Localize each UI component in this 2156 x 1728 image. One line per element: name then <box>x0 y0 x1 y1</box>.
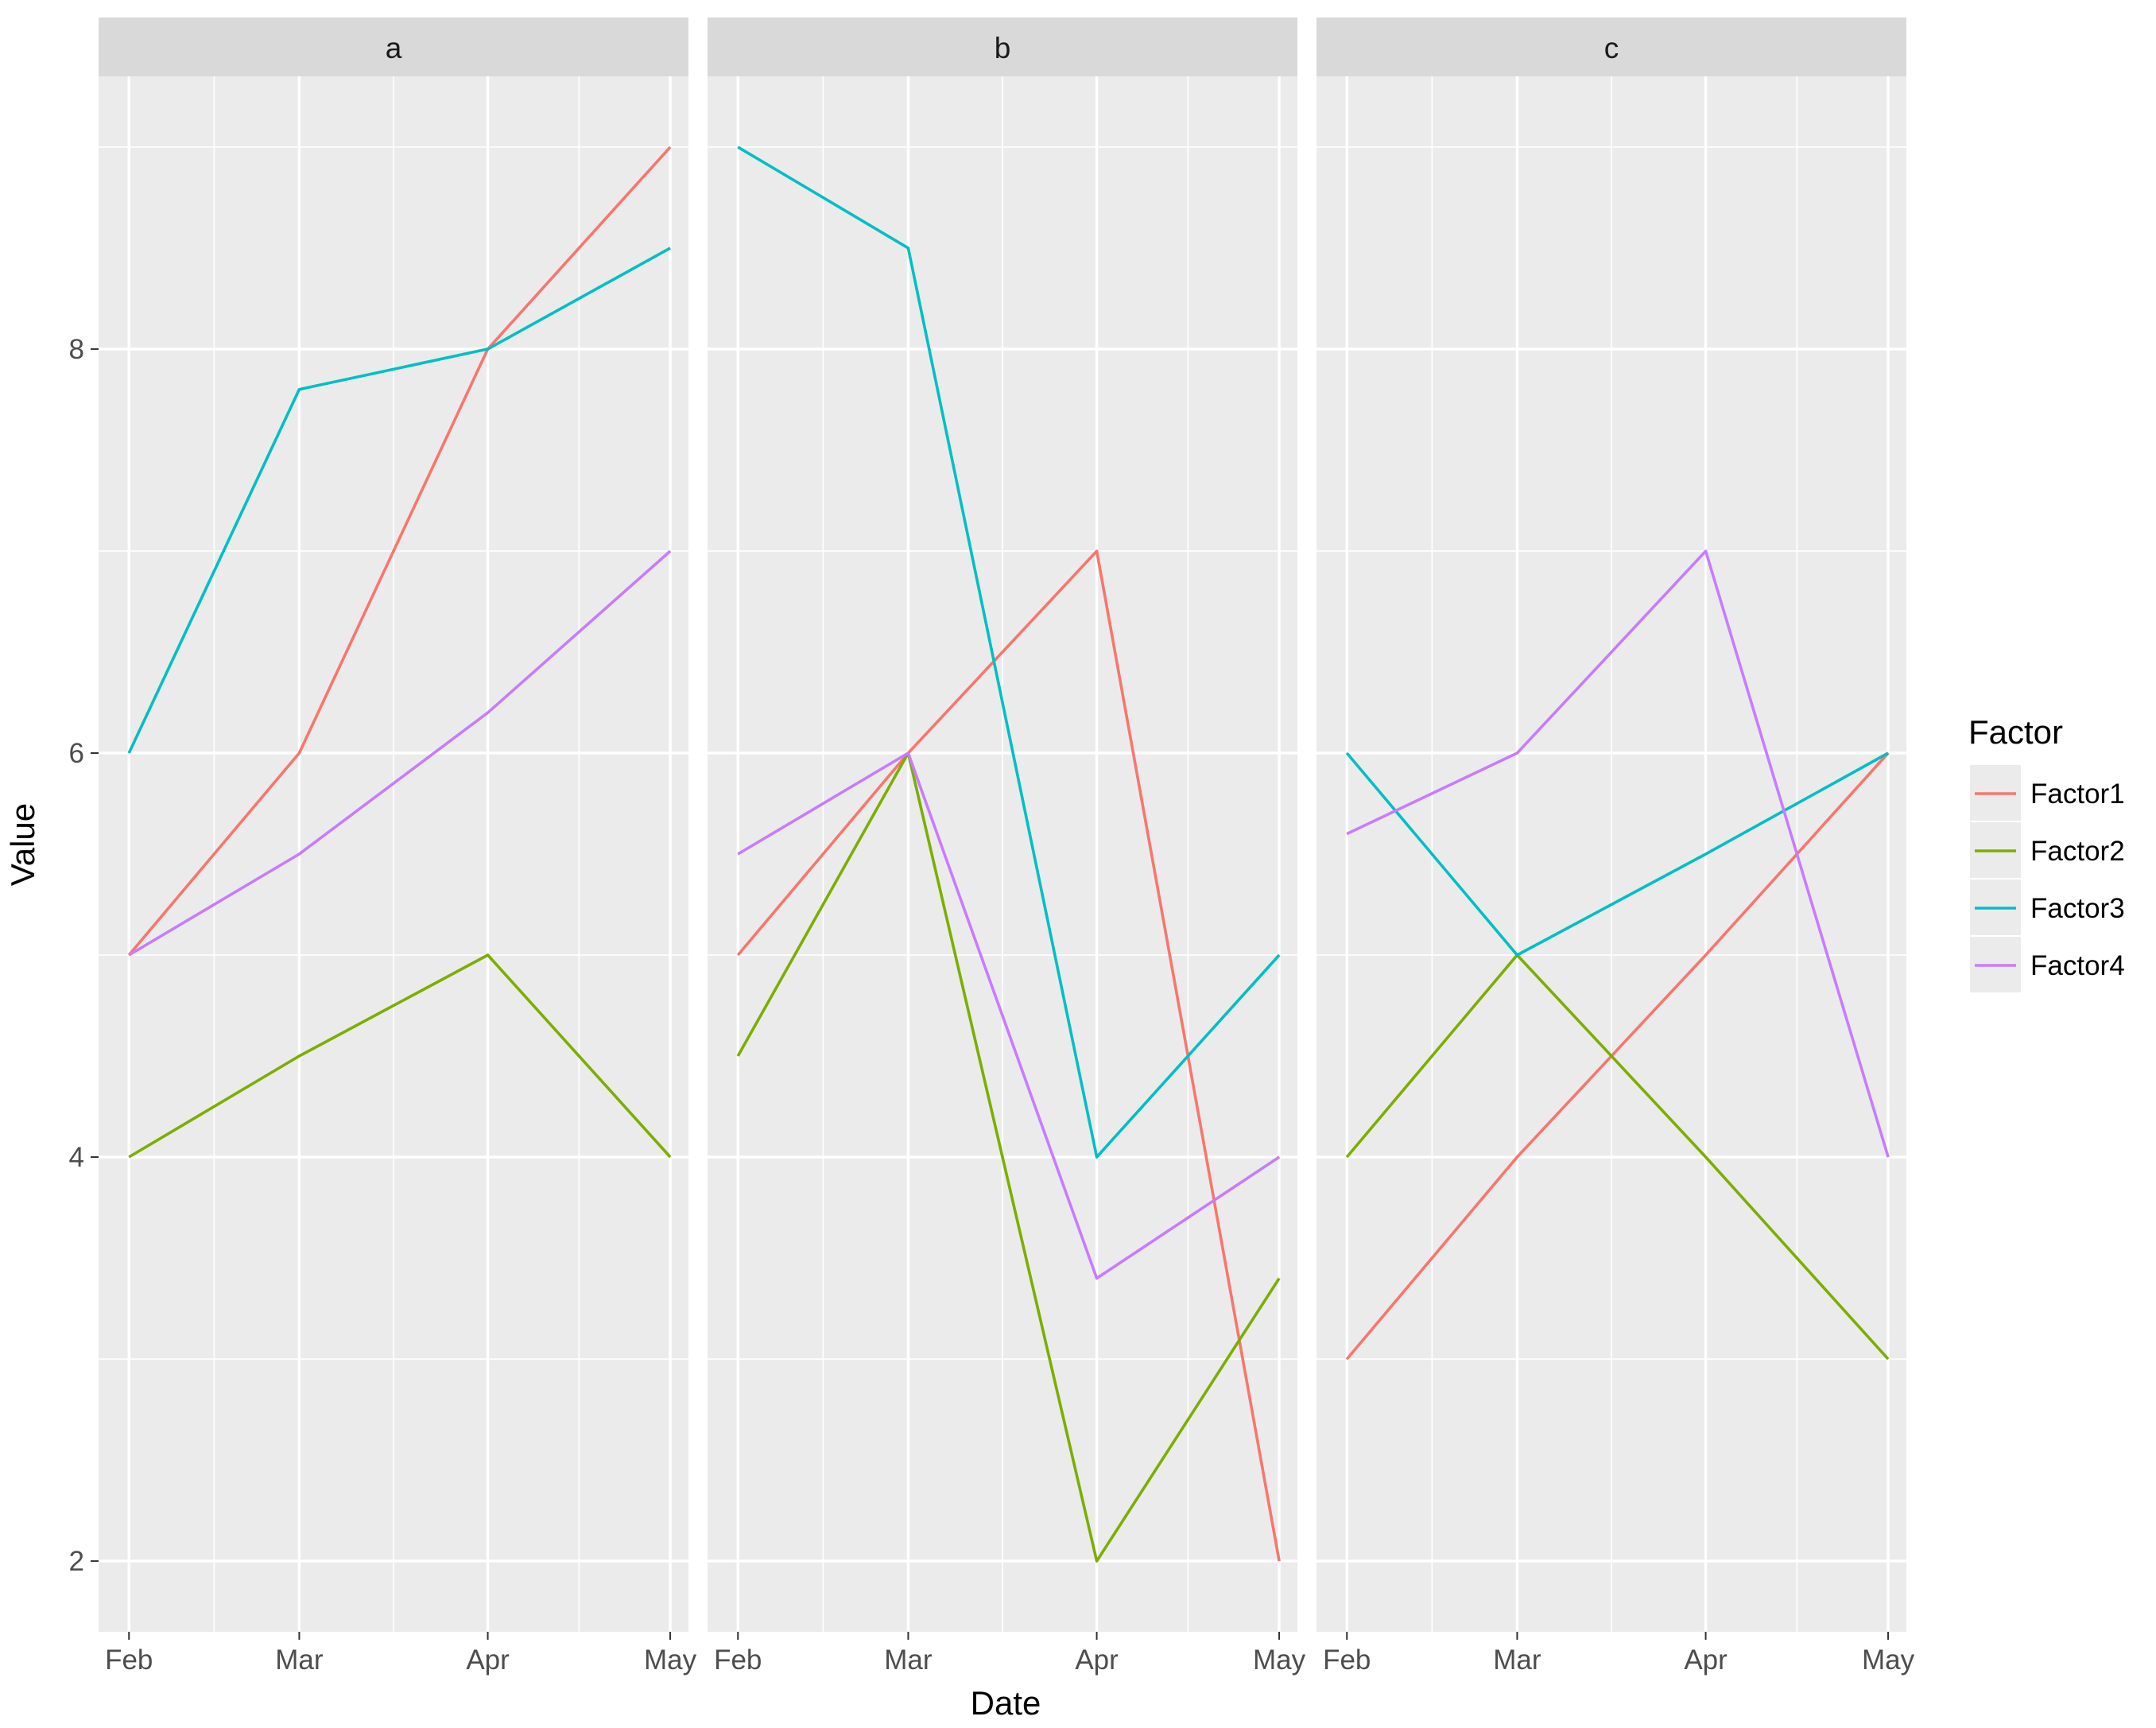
legend-item-factor2: Factor2 <box>1970 822 2125 878</box>
series-line-factor4 <box>128 549 672 957</box>
facet-panel-b: b <box>708 17 1297 1632</box>
legend-label: Factor1 <box>2030 779 2125 810</box>
facet-panel-a: a <box>99 17 688 1632</box>
legend-item-factor1: Factor1 <box>1970 765 2125 821</box>
legend-item-factor3: Factor3 <box>1970 880 2125 935</box>
y-tick-label: 2 <box>69 1546 84 1577</box>
series-line-factor3 <box>737 146 1281 1159</box>
x-tick-label: Feb <box>105 1645 153 1676</box>
x-tick-label: Mar <box>275 1645 324 1676</box>
x-tick-label: Mar <box>884 1645 933 1676</box>
series-line-factor4 <box>1346 549 1890 1158</box>
series-line-factor2 <box>736 751 1281 1563</box>
series-line-factor4 <box>737 751 1281 1280</box>
facet-strip-label: c <box>1604 32 1619 64</box>
legend-label: Factor4 <box>2030 950 2125 981</box>
legend-item-factor4: Factor4 <box>1970 937 2125 992</box>
x-axis-title: Date <box>971 1684 1041 1722</box>
series-line-factor1 <box>127 146 672 957</box>
x-tick-label: Apr <box>1075 1645 1119 1676</box>
x-tick-label: Feb <box>714 1645 762 1676</box>
facet-panel-c: c <box>1316 17 1906 1632</box>
axes: Value Date Feb Mar Apr May Feb Mar Apr May Feb Ma… <box>4 334 1915 1722</box>
series-line-factor2 <box>128 953 672 1159</box>
x-tick-label: May <box>1253 1645 1306 1676</box>
facet-strip <box>1316 17 1906 76</box>
series-line-factor2 <box>1345 953 1890 1361</box>
facet-strip-label: b <box>995 32 1011 64</box>
series-line-factor3 <box>127 247 671 754</box>
y-axis-title: Value <box>4 803 41 886</box>
x-tick-label: Mar <box>1493 1645 1541 1676</box>
facet-strip <box>99 17 688 76</box>
x-tick-label: May <box>644 1645 697 1676</box>
legend-label: Factor2 <box>2030 836 2125 867</box>
y-tick-label: 8 <box>69 334 84 365</box>
legend: Factor Factor1 Factor2 Factor3 Factor4 <box>1968 713 2125 992</box>
y-tick-label: 4 <box>69 1142 84 1173</box>
x-tick-label: May <box>1862 1645 1915 1676</box>
y-tick-label: 6 <box>69 738 84 769</box>
x-tick-label: Feb <box>1323 1645 1371 1676</box>
x-tick-label: Apr <box>1684 1645 1728 1676</box>
facet-strip <box>708 17 1297 76</box>
facet-panels: a b c <box>99 17 1906 1632</box>
facet-strip-label: a <box>386 32 402 64</box>
legend-label: Factor3 <box>2030 893 2125 924</box>
series-line-factor3 <box>1345 751 1889 957</box>
legend-title: Factor <box>1968 713 2063 751</box>
x-tick-label: Apr <box>466 1645 510 1676</box>
